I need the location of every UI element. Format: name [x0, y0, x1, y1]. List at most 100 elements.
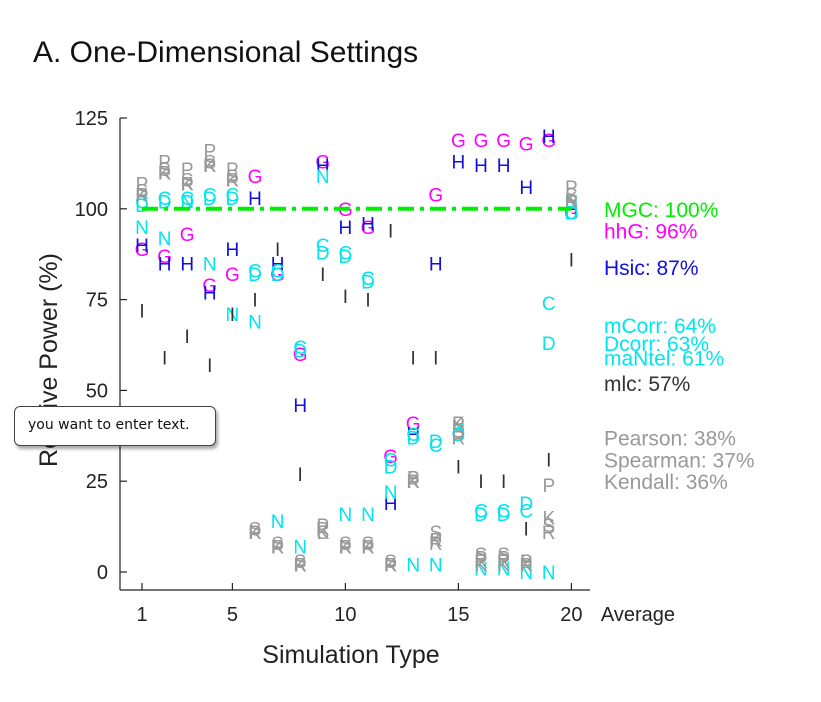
data-point-h: H	[158, 254, 172, 275]
data-point-d: D	[316, 243, 330, 264]
data-point-k: K	[429, 530, 442, 551]
data-point-r: R	[429, 534, 443, 555]
data-point-g: G	[248, 167, 263, 188]
data-point-p: P	[429, 530, 442, 551]
data-point-n: N	[406, 556, 420, 577]
data-point-c: C	[497, 501, 511, 522]
data-point-g: G	[293, 345, 308, 366]
data-point-k: K	[271, 538, 284, 559]
data-point-s: S	[294, 552, 307, 573]
data-point-c: C	[474, 501, 488, 522]
data-point-s: S	[542, 516, 555, 537]
data-point-h: H	[316, 156, 330, 177]
data-point-k: K	[226, 171, 239, 192]
data-point-r: R	[406, 472, 420, 493]
data-point-p: P	[565, 178, 578, 199]
data-point-i: I	[569, 251, 574, 272]
data-point-s: S	[565, 185, 578, 206]
data-point-d: D	[406, 429, 420, 450]
data-point-n: N	[542, 563, 556, 584]
average-labels: MGC: 100%hhG: 96% Hsic: 87% mCorr: 64%Dcor…	[604, 199, 755, 494]
data-point-n: N	[519, 563, 533, 584]
data-point-p: P	[294, 556, 307, 577]
data-point-g: G	[180, 225, 195, 246]
data-point-d: D	[384, 458, 398, 479]
x-tick-label-average: Average	[601, 604, 675, 626]
data-point-h: H	[180, 254, 194, 275]
data-point-n: N	[474, 559, 488, 580]
data-point-c: C	[316, 236, 330, 257]
data-point-n: N	[384, 483, 398, 504]
data-point-p: P	[339, 538, 352, 559]
data-point-k: K	[520, 556, 533, 577]
data-point-d: D	[226, 189, 240, 210]
data-point-i: I	[275, 240, 280, 261]
data-point-r: R	[135, 185, 149, 206]
data-point-h: H	[406, 425, 420, 446]
data-point-n: N	[158, 229, 172, 250]
data-point-p: P	[181, 160, 194, 181]
data-point-s: S	[407, 469, 420, 490]
data-point-n: N	[452, 418, 466, 439]
data-point-c: C	[248, 262, 262, 283]
data-point-p: P	[136, 174, 149, 195]
data-point-c: C	[203, 185, 217, 206]
data-point-h: H	[474, 156, 488, 177]
average-label-spearman: Spearman: 37%	[604, 449, 755, 472]
data-point-h: H	[497, 156, 511, 177]
data-point-g: G	[202, 276, 217, 297]
data-point-p: P	[384, 556, 397, 577]
data-point-g: G	[541, 131, 556, 152]
data-point-d: D	[158, 193, 172, 214]
data-point-c: C	[226, 185, 240, 206]
data-point-n: N	[271, 512, 285, 533]
tooltip-text: you want to enter text.	[28, 417, 190, 433]
data-point-k: K	[407, 472, 420, 493]
data-point-i: I	[546, 450, 551, 471]
data-point-n: N	[361, 505, 375, 526]
data-point-k: K	[452, 414, 465, 435]
data-point-k: K	[384, 556, 397, 577]
data-point-k: K	[565, 189, 578, 210]
data-point-r: R	[158, 163, 172, 184]
data-point-i: I	[252, 291, 257, 312]
data-point-s: S	[384, 552, 397, 573]
data-point-p: P	[542, 476, 555, 497]
data-point-c: C	[406, 425, 420, 446]
data-point-d: D	[293, 341, 307, 362]
data-point-d: D	[271, 265, 285, 286]
data-point-c: C	[339, 243, 353, 264]
data-point-r: R	[316, 519, 330, 540]
data-point-d: D	[361, 272, 375, 293]
data-point-h: H	[429, 254, 443, 275]
data-point-g: G	[315, 153, 330, 174]
data-point-c: C	[271, 262, 285, 283]
data-point-p: P	[226, 160, 239, 181]
data-point-i: I	[162, 349, 167, 370]
data-point-k: K	[475, 556, 488, 577]
data-point-p: P	[475, 548, 488, 569]
data-point-n: N	[203, 254, 217, 275]
data-point-r: R	[497, 552, 511, 573]
data-point-p: P	[158, 153, 171, 174]
data-point-c: C	[429, 436, 443, 457]
data-point-r: R	[519, 556, 533, 577]
data-point-g: G	[474, 131, 489, 152]
data-point-g: G	[270, 265, 285, 286]
data-points: GGGGGGGGGGGGGGGGGGGGHHHHHHHHHHHHHHHHHHHH…	[135, 127, 579, 584]
data-point-s: S	[203, 153, 216, 174]
chart-title: A. One-Dimensional Settings	[33, 36, 418, 69]
data-point-n: N	[293, 538, 307, 559]
data-point-d: D	[135, 196, 149, 217]
average-label-hsic: Hsic: 87%	[604, 257, 699, 280]
data-point-g: G	[225, 265, 240, 286]
data-point-s: S	[136, 182, 149, 203]
data-point-r: R	[452, 429, 466, 450]
text-entry-tooltip: you want to enter text.	[14, 406, 216, 446]
data-point-r: R	[180, 174, 194, 195]
data-point-i: I	[433, 349, 438, 370]
data-point-h: H	[271, 254, 285, 275]
data-point-r: R	[542, 523, 556, 544]
